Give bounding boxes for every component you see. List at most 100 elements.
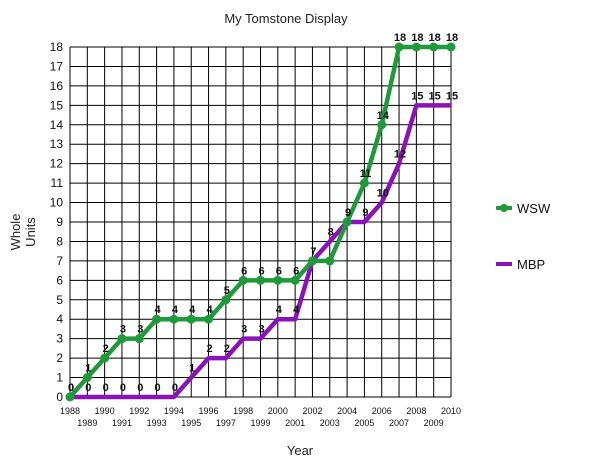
data-point-wsw bbox=[221, 295, 231, 305]
grid bbox=[69, 46, 452, 398]
data-label-mbp: 15 bbox=[446, 90, 458, 102]
data-label-wsw: 18 bbox=[411, 32, 423, 44]
y-tick-label: 10 bbox=[50, 196, 64, 210]
data-label-wsw: 3 bbox=[120, 324, 126, 336]
x-tick-label: 1996 bbox=[199, 406, 219, 416]
y-tick-label: 3 bbox=[56, 332, 63, 346]
data-point-wsw bbox=[134, 334, 144, 344]
data-label-mbp: 3 bbox=[241, 324, 247, 336]
x-tick-label: 1988 bbox=[60, 406, 80, 416]
legend-item-mbp: MBP bbox=[496, 257, 545, 272]
x-tick-label: 2010 bbox=[441, 406, 461, 416]
data-point-wsw bbox=[377, 120, 387, 130]
x-tick-label: 1999 bbox=[250, 418, 270, 428]
y-tick-label: 8 bbox=[56, 234, 63, 248]
x-tick-label: 1998 bbox=[233, 406, 253, 416]
data-point-wsw bbox=[325, 256, 335, 266]
data-label-wsw: 18 bbox=[429, 32, 441, 44]
x-tick-label: 2000 bbox=[268, 406, 288, 416]
x-tick-label: 2002 bbox=[302, 406, 322, 416]
legend-item-wsw: WSW bbox=[496, 201, 551, 216]
data-label-mbp: 2 bbox=[206, 343, 212, 355]
data-label-wsw: 1 bbox=[85, 363, 91, 375]
data-point-wsw bbox=[342, 217, 352, 227]
x-tick-label: 2005 bbox=[354, 418, 374, 428]
x-tick-label: 1993 bbox=[147, 418, 167, 428]
y-tick-label: 5 bbox=[56, 293, 63, 307]
x-tick-label: 2007 bbox=[389, 418, 409, 428]
legend-label-wsw: WSW bbox=[517, 201, 551, 216]
data-label-mbp: 10 bbox=[377, 188, 389, 200]
y-tick-label: 2 bbox=[56, 351, 63, 365]
y-tick-label: 18 bbox=[50, 40, 64, 54]
y-tick-label: 6 bbox=[56, 273, 63, 287]
data-label-mbp: 15 bbox=[411, 90, 423, 102]
y-tick-label: 15 bbox=[50, 98, 64, 112]
data-label-mbp: 0 bbox=[137, 382, 143, 394]
data-point-wsw bbox=[273, 275, 283, 285]
x-tick-label: 2004 bbox=[337, 406, 357, 416]
data-label-mbp: 0 bbox=[120, 382, 126, 394]
x-tick-label: 1994 bbox=[164, 406, 184, 416]
data-label-wsw: 6 bbox=[276, 265, 282, 277]
data-point-wsw bbox=[82, 373, 92, 383]
data-label-wsw: 4 bbox=[172, 304, 179, 316]
series-line-mbp bbox=[70, 103, 451, 400]
legend-label-mbp: MBP bbox=[517, 257, 545, 272]
data-label-mbp: 9 bbox=[362, 207, 368, 219]
data-label-mbp: 1 bbox=[189, 363, 195, 375]
y-tick-label: 13 bbox=[50, 137, 64, 151]
y-tick-label: 9 bbox=[56, 215, 63, 229]
legend-marker-wsw bbox=[500, 204, 508, 212]
y-tick-label: 17 bbox=[50, 59, 64, 73]
x-tick-label: 2009 bbox=[424, 418, 444, 428]
y-axis-label-line2: Units bbox=[23, 217, 38, 247]
data-label-mbp: 0 bbox=[155, 382, 161, 394]
x-tick-label: 2008 bbox=[406, 406, 426, 416]
series-layer bbox=[65, 42, 456, 402]
y-tick-label: 0 bbox=[56, 390, 63, 404]
x-tick-label: 1991 bbox=[112, 418, 132, 428]
data-point-wsw bbox=[65, 392, 75, 402]
x-tick-label: 1997 bbox=[216, 418, 236, 428]
y-tick-label: 14 bbox=[50, 118, 64, 132]
data-label-wsw: 5 bbox=[224, 285, 230, 297]
data-point-wsw bbox=[117, 334, 127, 344]
x-axis-label: Year bbox=[287, 443, 314, 458]
data-point-wsw bbox=[446, 42, 456, 52]
data-label-wsw: 18 bbox=[446, 32, 458, 44]
y-tick-label: 1 bbox=[56, 371, 63, 385]
data-label-mbp: 9 bbox=[345, 207, 351, 219]
data-label-mbp: 0 bbox=[172, 382, 178, 394]
data-label-wsw: 4 bbox=[189, 304, 196, 316]
data-label-wsw: 14 bbox=[377, 110, 390, 122]
data-point-wsw bbox=[152, 314, 162, 324]
x-tick-label: 1995 bbox=[181, 418, 201, 428]
x-tick-label: 2001 bbox=[285, 418, 305, 428]
data-point-wsw bbox=[204, 314, 214, 324]
data-point-wsw bbox=[411, 42, 421, 52]
data-label-wsw: 3 bbox=[137, 324, 143, 336]
chart-title: My Tomstone Display bbox=[224, 11, 348, 26]
x-tick-label: 1990 bbox=[95, 406, 115, 416]
x-tick-label: 2006 bbox=[372, 406, 392, 416]
data-point-wsw bbox=[359, 178, 369, 188]
y-axis-label-line1: Whole bbox=[8, 214, 23, 251]
data-point-wsw bbox=[169, 314, 179, 324]
x-tick-label: 1992 bbox=[129, 406, 149, 416]
data-label-wsw: 11 bbox=[360, 168, 372, 180]
data-label-wsw: 0 bbox=[68, 382, 74, 394]
data-label-wsw: 9 bbox=[345, 207, 351, 219]
legend: WSW MBP bbox=[496, 201, 551, 272]
data-label-wsw: 6 bbox=[258, 265, 264, 277]
data-label-wsw: 6 bbox=[241, 265, 247, 277]
data-label-mbp: 12 bbox=[394, 149, 406, 161]
data-label-wsw: 4 bbox=[206, 304, 213, 316]
data-point-wsw bbox=[307, 256, 317, 266]
data-point-wsw bbox=[394, 42, 404, 52]
data-label-mbp: 3 bbox=[258, 324, 264, 336]
data-label-wsw: 18 bbox=[394, 32, 406, 44]
